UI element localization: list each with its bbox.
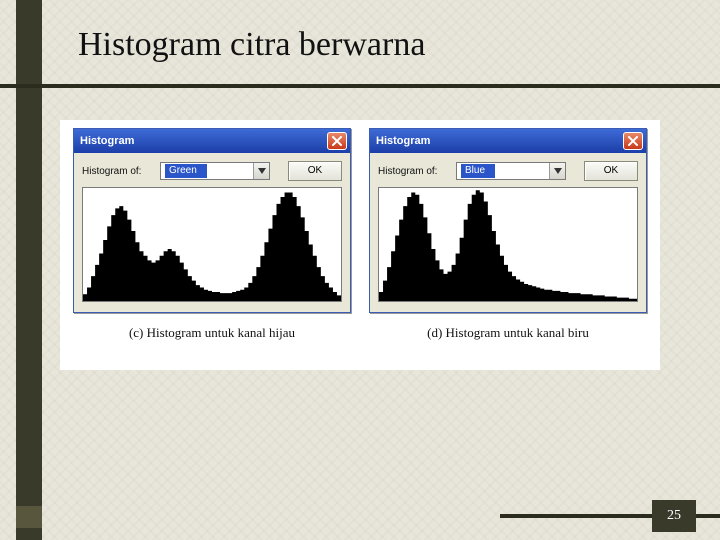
dropdown-selected: Blue [461,164,495,178]
titlebar-text: Histogram [80,135,134,147]
dialog-body: Histogram of: Blue OK [370,153,646,312]
page-number: 25 [652,500,696,532]
page-title: Histogram citra berwarna [78,26,425,64]
chevron-down-icon [549,163,565,179]
left-accent-bar [16,0,42,540]
control-row: Histogram of: Blue OK [378,161,638,181]
control-row: Histogram of: Green OK [82,161,342,181]
title-rule [0,84,720,88]
titlebar-text: Histogram [376,135,430,147]
histogram-dialog-green: Histogram Histogram of: Green OK [73,128,351,313]
close-button[interactable] [623,132,643,150]
caption-row: (c) Histogram untuk kanal hijau (d) Hist… [66,313,654,341]
close-icon [628,136,638,146]
ok-button[interactable]: OK [288,161,342,181]
titlebar: Histogram [370,129,646,153]
histogram-dialog-blue: Histogram Histogram of: Blue OK [369,128,647,313]
histogram-svg [379,188,637,301]
histogram-path [83,193,341,301]
close-icon [332,136,342,146]
histogram-canvas-green [82,187,342,302]
content-panel: Histogram Histogram of: Green OK [60,120,660,370]
channel-label: Histogram of: [378,166,450,177]
channel-dropdown[interactable]: Blue [456,162,566,180]
histogram-path [379,190,637,301]
dialog-body: Histogram of: Green OK [74,153,350,312]
channel-dropdown[interactable]: Green [160,162,270,180]
dropdown-selected: Green [165,164,207,178]
ok-button[interactable]: OK [584,161,638,181]
corner-accent [16,506,42,528]
histogram-canvas-blue [378,187,638,302]
titlebar: Histogram [74,129,350,153]
close-button[interactable] [327,132,347,150]
channel-label: Histogram of: [82,166,154,177]
caption-left: (c) Histogram untuk kanal hijau [73,325,351,341]
caption-right: (d) Histogram untuk kanal biru [369,325,647,341]
histogram-svg [83,188,341,301]
dialog-row: Histogram Histogram of: Green OK [66,128,654,313]
chevron-down-icon [253,163,269,179]
